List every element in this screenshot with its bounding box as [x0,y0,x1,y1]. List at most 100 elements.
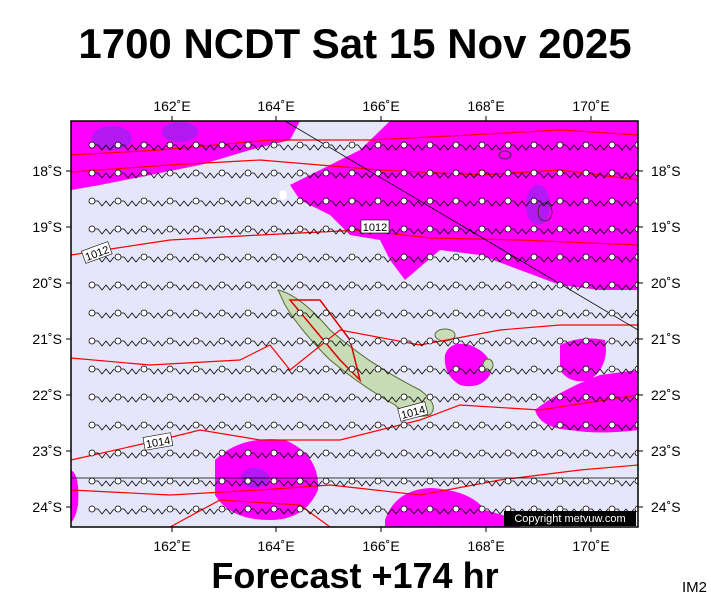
wind-station [400,477,408,485]
wind-barb [170,312,193,319]
wind-barb [430,256,453,263]
wind-barb [170,340,193,347]
wind-station [478,141,486,149]
lon-label: 164˚E [257,538,294,554]
wind-station [556,281,564,289]
wind-barb [326,452,349,459]
wind-station [322,225,330,233]
wind-station [478,253,486,261]
wind-barb [300,452,323,459]
wind-station [504,393,512,401]
wind-barb [274,228,297,235]
wind-barb [586,284,609,291]
wind-station [426,365,434,373]
wind-barb [638,369,660,374]
wind-station [140,309,148,317]
wind-barb [482,424,505,431]
wind-station [582,449,590,457]
wind-station [426,169,434,177]
wind-station [556,421,564,429]
wind-station [452,225,460,233]
wind-barb [560,480,583,487]
copyright: Copyright metvuw.com [514,513,625,525]
wind-station [452,141,460,149]
lat-label: 19˚S [651,219,681,235]
wind-station [218,421,226,429]
wind-barb [274,396,297,403]
wind-barb [508,256,531,263]
wind-station [218,477,226,485]
wind-barb [326,508,349,515]
wind-station [374,309,382,317]
wind-barb [456,312,479,319]
wind-station [582,197,590,205]
copyright-box [504,511,636,526]
wind-barb [144,368,167,375]
wind-barb [378,480,401,487]
wind-barb [508,312,531,319]
corner-label: IM2 [682,579,707,596]
wind-barb [508,452,531,459]
wind-station [504,477,512,485]
wind-station [244,477,252,485]
wind-barb [118,480,141,487]
wind-station [608,253,616,261]
wind-station [452,309,460,317]
wind-barb [560,172,583,179]
wind-station [192,281,200,289]
wind-barb [612,368,635,375]
wind-barb [92,144,115,151]
lat-label: 23˚S [32,443,62,459]
wind-station [582,281,590,289]
wind-station [218,393,226,401]
wind-station [556,449,564,457]
wind-barb [196,312,219,319]
wind-barb [560,312,583,319]
wind-station [452,253,460,261]
wind-barb [326,396,349,403]
wind-barb [196,340,219,347]
wind-barb [404,396,427,403]
wind-station [140,505,148,513]
wind-station [530,197,538,205]
wind-station [478,505,486,513]
wind-station [322,477,330,485]
wind-barb [170,480,193,487]
lon-label: 166˚E [362,98,399,114]
wind-station [608,309,616,317]
clear-patches [279,190,287,200]
wind-barb [612,396,635,403]
wind-barb [482,172,505,179]
wind-barb [170,424,193,431]
wind-barb [274,480,297,487]
wind-barb [222,424,245,431]
lat-label: 24˚S [32,499,62,515]
wind-station [244,141,252,149]
wind-station [400,365,408,373]
wind-barb [300,256,323,263]
wind-barb [248,284,271,291]
wind-station [140,169,148,177]
wind-barb [404,256,427,263]
wind-station [374,169,382,177]
wind-station [348,253,356,261]
wind-station [556,365,564,373]
wind-station [504,365,512,373]
wind-barb [196,228,219,235]
wind-barb [326,284,349,291]
isobar-label-box [142,432,174,451]
wind-barb [170,200,193,207]
wind-station [322,253,330,261]
wind-barb [300,424,323,431]
wind-station [270,225,278,233]
wind-barb [404,312,427,319]
wind-station [400,449,408,457]
wind-station [608,281,616,289]
wind-station [88,393,96,401]
wind-barb [352,200,375,207]
wind-barb [92,228,115,235]
wind-station [270,365,278,373]
wind-barb [326,424,349,431]
wind-barb [248,172,271,179]
wind-station [166,365,174,373]
